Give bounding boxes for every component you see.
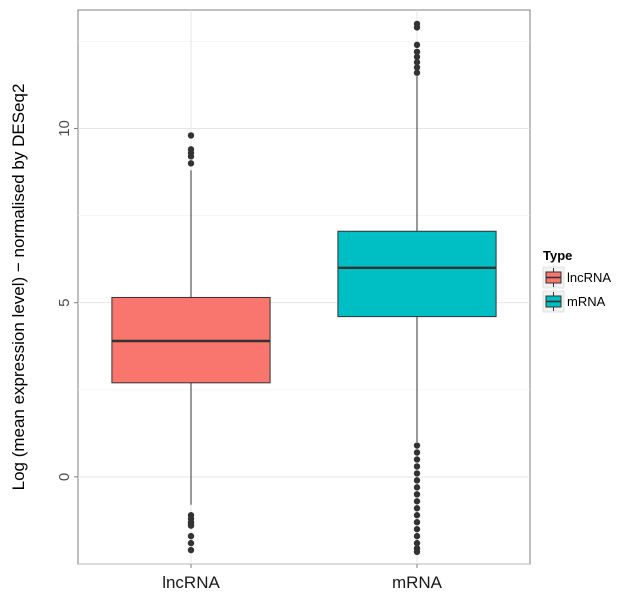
outlier-point	[187, 146, 195, 153]
outlier-point	[187, 522, 195, 529]
outlier-point	[413, 442, 421, 449]
outlier-point	[413, 470, 421, 477]
x-axis-ticks: lncRNA mRNA	[162, 564, 443, 592]
outlier-point	[413, 41, 421, 49]
outlier-point	[413, 463, 421, 470]
box-mRNA	[337, 20, 497, 556]
outlier-point	[413, 456, 421, 463]
y-axis-ticks: 0 5 10	[56, 120, 78, 481]
outlier-point	[187, 532, 195, 540]
box-iqr	[337, 230, 497, 318]
outlier-point	[413, 548, 421, 556]
outlier-point	[187, 546, 195, 554]
outlier-point	[413, 64, 421, 71]
outlier-point	[413, 505, 421, 512]
outlier-point	[413, 477, 421, 484]
outlier-point	[187, 132, 195, 139]
outlier-point	[413, 53, 421, 61]
x-tick-label: mRNA	[392, 573, 443, 592]
outlier-point	[413, 484, 421, 491]
legend-label: lncRNA	[567, 270, 611, 285]
y-tick-label: 10	[56, 120, 73, 137]
outlier-point	[413, 539, 421, 547]
outlier-point	[413, 525, 421, 533]
outlier-point	[413, 512, 421, 519]
x-tick-label: lncRNA	[162, 573, 220, 592]
outlier-point	[413, 532, 421, 540]
outlier-point	[187, 539, 195, 547]
legend-label: mRNA	[567, 294, 606, 309]
outlier-point	[413, 449, 421, 456]
outlier-point	[413, 59, 421, 66]
outlier-point	[413, 69, 421, 76]
outlier-point	[413, 48, 421, 56]
y-axis-label: Log (mean expression level) − normalised…	[9, 84, 28, 491]
outlier-point	[413, 20, 421, 28]
legend-key-mRNA	[542, 290, 565, 313]
y-tick-label: 5	[56, 299, 73, 307]
legend-title: Type	[543, 248, 572, 263]
legend: Type lncRNA mRNA	[542, 248, 611, 313]
box-lncRNA	[111, 132, 271, 554]
y-tick-label: 0	[56, 473, 73, 481]
outlier-point	[413, 491, 421, 498]
outlier-point	[187, 160, 195, 167]
legend-key-lncRNA	[542, 266, 565, 289]
outlier-point	[413, 498, 421, 505]
outlier-point	[413, 518, 421, 526]
box-plots	[111, 20, 497, 556]
